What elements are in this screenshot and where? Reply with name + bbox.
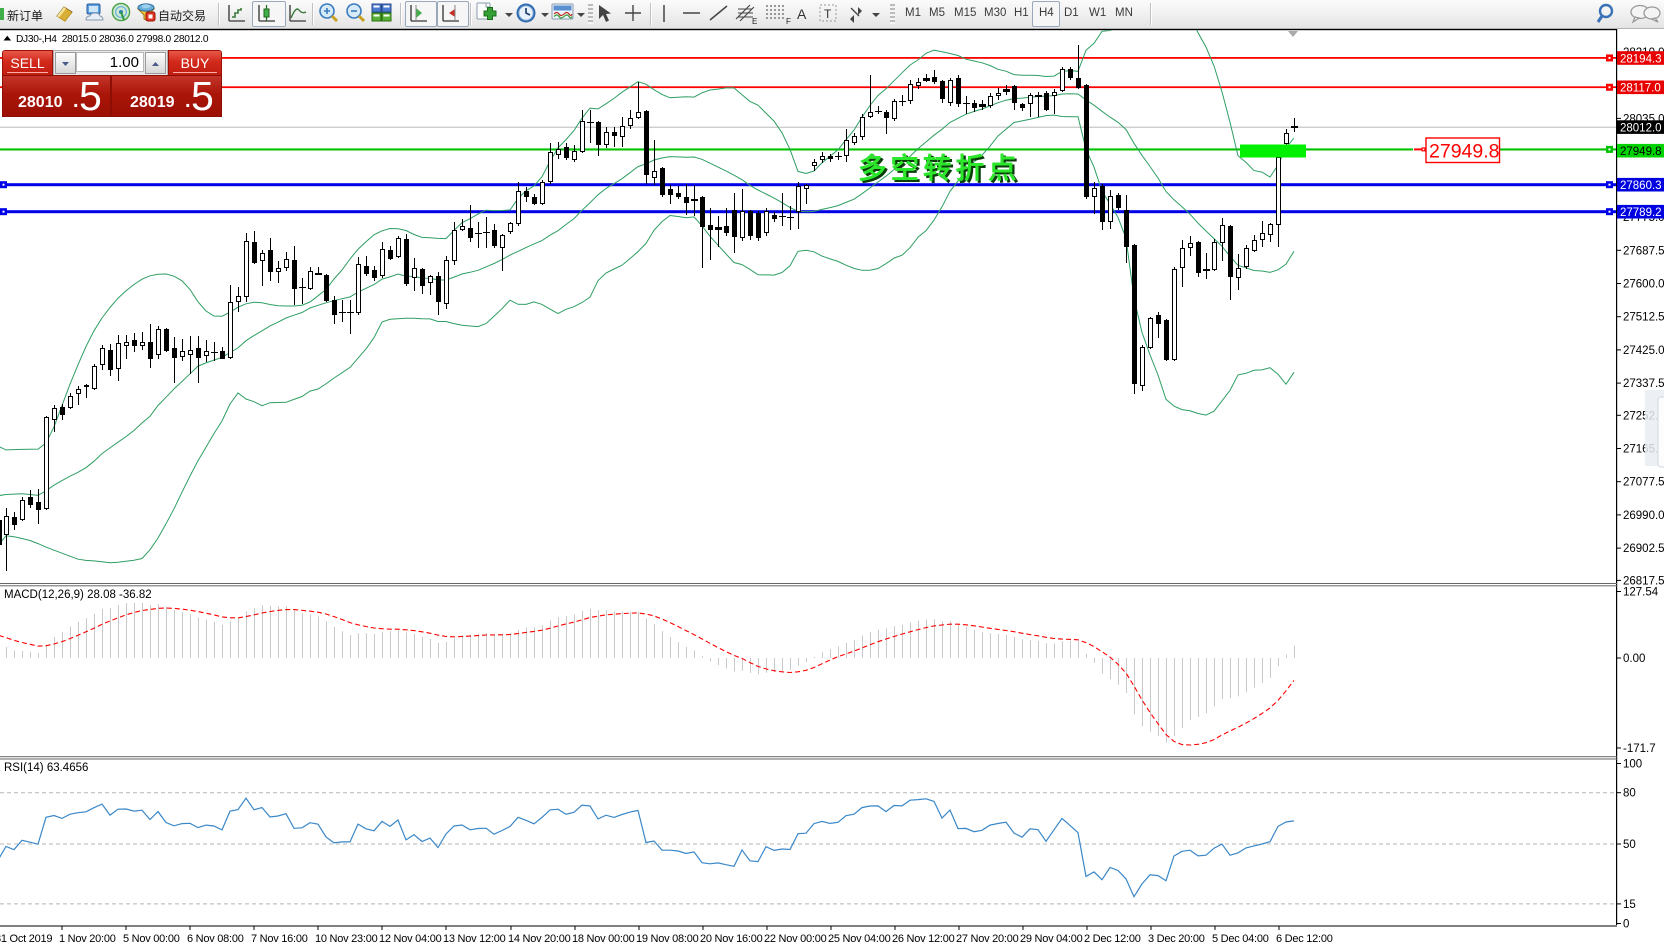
svg-text:7 Nov 16:00: 7 Nov 16:00 bbox=[251, 933, 308, 945]
svg-text:5 Nov 00:00: 5 Nov 00:00 bbox=[123, 933, 180, 945]
svg-text:27425.0: 27425.0 bbox=[1623, 345, 1664, 357]
svg-text:29 Nov 04:00: 29 Nov 04:00 bbox=[1020, 933, 1083, 945]
svg-text:2 Dec 12:00: 2 Dec 12:00 bbox=[1084, 933, 1141, 945]
svg-text:0.00: 0.00 bbox=[1623, 653, 1645, 665]
svg-text:15: 15 bbox=[1623, 899, 1636, 911]
svg-text:80: 80 bbox=[1623, 788, 1636, 800]
svg-text:27687.5: 27687.5 bbox=[1623, 245, 1664, 257]
svg-text:E: E bbox=[752, 17, 757, 26]
svg-text:T: T bbox=[824, 7, 832, 21]
svg-text:26990.0: 26990.0 bbox=[1623, 510, 1664, 522]
svg-text:127.54: 127.54 bbox=[1623, 587, 1659, 599]
svg-text:F: F bbox=[786, 17, 791, 26]
svg-text:多空转折点: 多空转折点 bbox=[860, 154, 1023, 187]
svg-text:12 Nov 04:00: 12 Nov 04:00 bbox=[379, 933, 442, 945]
svg-text:多空转折点: 多空转折点 bbox=[858, 152, 1021, 185]
svg-text:27 Nov 20:00: 27 Nov 20:00 bbox=[956, 933, 1019, 945]
svg-text:27949.8: 27949.8 bbox=[1620, 146, 1662, 158]
svg-text:100: 100 bbox=[1623, 759, 1642, 771]
svg-text:MACD(12,26,9) 28.08 -36.82: MACD(12,26,9) 28.08 -36.82 bbox=[4, 589, 152, 601]
svg-text:1 Nov 20:00: 1 Nov 20:00 bbox=[59, 933, 116, 945]
svg-text:31 Oct 2019: 31 Oct 2019 bbox=[0, 933, 52, 945]
svg-text:-171.7: -171.7 bbox=[1623, 743, 1656, 755]
svg-text:RSI(14) 63.4656: RSI(14) 63.4656 bbox=[4, 762, 88, 774]
svg-text:6 Nov 08:00: 6 Nov 08:00 bbox=[187, 933, 244, 945]
svg-text:27860.3: 27860.3 bbox=[1620, 180, 1662, 192]
svg-text:19 Nov 08:00: 19 Nov 08:00 bbox=[636, 933, 699, 945]
svg-text:27512.5: 27512.5 bbox=[1623, 312, 1664, 324]
svg-text:5 Dec 04:00: 5 Dec 04:00 bbox=[1212, 933, 1269, 945]
svg-text:28117.0: 28117.0 bbox=[1620, 83, 1661, 95]
svg-text:27789.2: 27789.2 bbox=[1620, 207, 1662, 219]
svg-text:27337.5: 27337.5 bbox=[1623, 378, 1664, 390]
svg-text:26902.5: 26902.5 bbox=[1623, 543, 1664, 555]
svg-text:A: A bbox=[797, 6, 807, 22]
svg-text:26 Nov 12:00: 26 Nov 12:00 bbox=[892, 933, 955, 945]
svg-text:27077.5: 27077.5 bbox=[1623, 477, 1664, 489]
svg-text:27600.0: 27600.0 bbox=[1623, 279, 1664, 291]
svg-text:10 Nov 23:00: 10 Nov 23:00 bbox=[315, 933, 378, 945]
svg-text:18 Nov 00:00: 18 Nov 00:00 bbox=[572, 933, 635, 945]
svg-text:20 Nov 16:00: 20 Nov 16:00 bbox=[700, 933, 763, 945]
svg-text:50: 50 bbox=[1623, 839, 1636, 851]
svg-text:26817.5: 26817.5 bbox=[1623, 575, 1664, 587]
svg-text:6 Dec 12:00: 6 Dec 12:00 bbox=[1276, 933, 1333, 945]
svg-text:25 Nov 04:00: 25 Nov 04:00 bbox=[828, 933, 891, 945]
svg-text:14 Nov 20:00: 14 Nov 20:00 bbox=[508, 933, 571, 945]
svg-text:DJ30-,H4 28015.0 28036.0 2799: DJ30-,H4 28015.0 28036.0 27998.0 28012.0 bbox=[16, 34, 209, 45]
svg-text:28194.3: 28194.3 bbox=[1620, 53, 1662, 65]
svg-text:13 Nov 12:00: 13 Nov 12:00 bbox=[443, 933, 506, 945]
svg-text:28012.0: 28012.0 bbox=[1620, 122, 1662, 134]
svg-text:0: 0 bbox=[1623, 919, 1629, 931]
svg-text:27949.8: 27949.8 bbox=[1429, 141, 1500, 163]
svg-text:22 Nov 00:00: 22 Nov 00:00 bbox=[764, 933, 827, 945]
svg-text:3 Dec 20:00: 3 Dec 20:00 bbox=[1148, 933, 1205, 945]
